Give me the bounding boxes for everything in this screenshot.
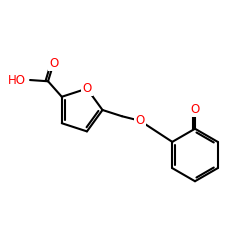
Text: HO: HO [8,74,26,86]
Text: O: O [190,103,200,116]
Text: O: O [136,114,144,127]
Text: O: O [82,82,92,95]
Text: O: O [49,57,58,70]
